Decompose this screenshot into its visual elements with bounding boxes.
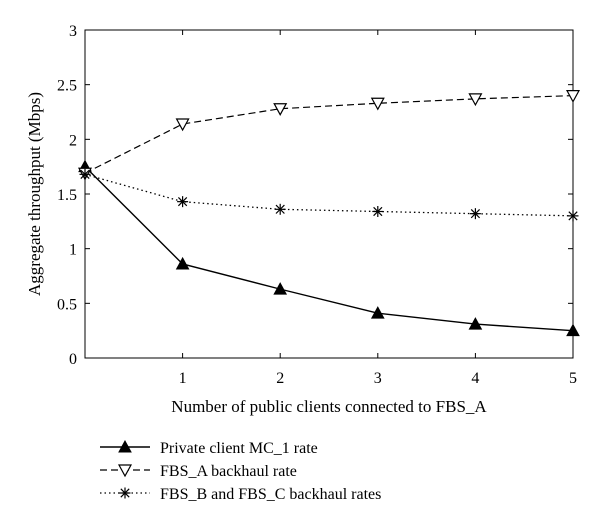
x-tick-label: 4: [471, 370, 479, 387]
data-point: [175, 118, 190, 132]
y-tick-label: 3: [69, 23, 77, 40]
x-tick-label: 1: [179, 370, 187, 387]
y-tick-label: 0.5: [57, 296, 77, 313]
legend-label: Private client MC_1 rate: [160, 440, 318, 457]
data-point: [370, 97, 385, 111]
x-axis: 1 2 3 4 5: [179, 30, 577, 387]
series-line: [84, 95, 574, 174]
y-tick-label: 1.5: [57, 187, 77, 204]
legend-item: Private client MC_1 rate: [100, 439, 318, 457]
x-tick-label: 3: [374, 370, 382, 387]
data-point: [370, 306, 385, 319]
y-tick-label: 2: [69, 132, 77, 149]
data-point: [468, 317, 483, 330]
x-tick-label: 2: [276, 370, 284, 387]
series-1: [78, 159, 580, 337]
series-layer: [77, 89, 581, 337]
data-point: [273, 282, 288, 295]
data-point: [273, 103, 288, 116]
legend-marker: [119, 487, 131, 499]
data-point: [566, 323, 580, 337]
data-point: [274, 203, 286, 215]
series-line: [84, 173, 574, 217]
data-point: [567, 210, 579, 222]
legend-label: FBS_B and FBS_C backhaul rates: [160, 486, 381, 503]
legend-marker: [118, 439, 132, 453]
legend-marker: [117, 464, 133, 478]
y-axis: 0 0.5 1 1.5 2 2.5 3: [57, 23, 573, 368]
y-tick-label: 0: [69, 351, 77, 368]
series-3: [79, 168, 579, 222]
data-point: [175, 256, 190, 270]
legend: Private client MC_1 rate FBS_A backhaul r…: [100, 439, 381, 503]
data-point: [469, 208, 481, 220]
data-point: [79, 168, 91, 180]
y-axis-label: Aggregate throughput (Mbps): [25, 92, 44, 296]
legend-item: FBS_A backhaul rate: [100, 463, 297, 480]
series-line: [84, 166, 574, 332]
y-tick-label: 1: [69, 242, 77, 259]
data-point: [177, 196, 189, 208]
legend-item: FBS_B and FBS_C backhaul rates: [100, 486, 381, 503]
y-tick-label: 2.5: [57, 78, 77, 95]
x-axis-label: Number of public clients connected to FB…: [171, 397, 487, 416]
plot-frame: [84, 29, 574, 359]
data-point: [565, 89, 581, 103]
data-point: [372, 205, 384, 217]
legend-label: FBS_A backhaul rate: [160, 463, 297, 480]
x-tick-label: 5: [569, 370, 577, 387]
data-point: [468, 93, 483, 107]
series-2: [77, 89, 581, 181]
